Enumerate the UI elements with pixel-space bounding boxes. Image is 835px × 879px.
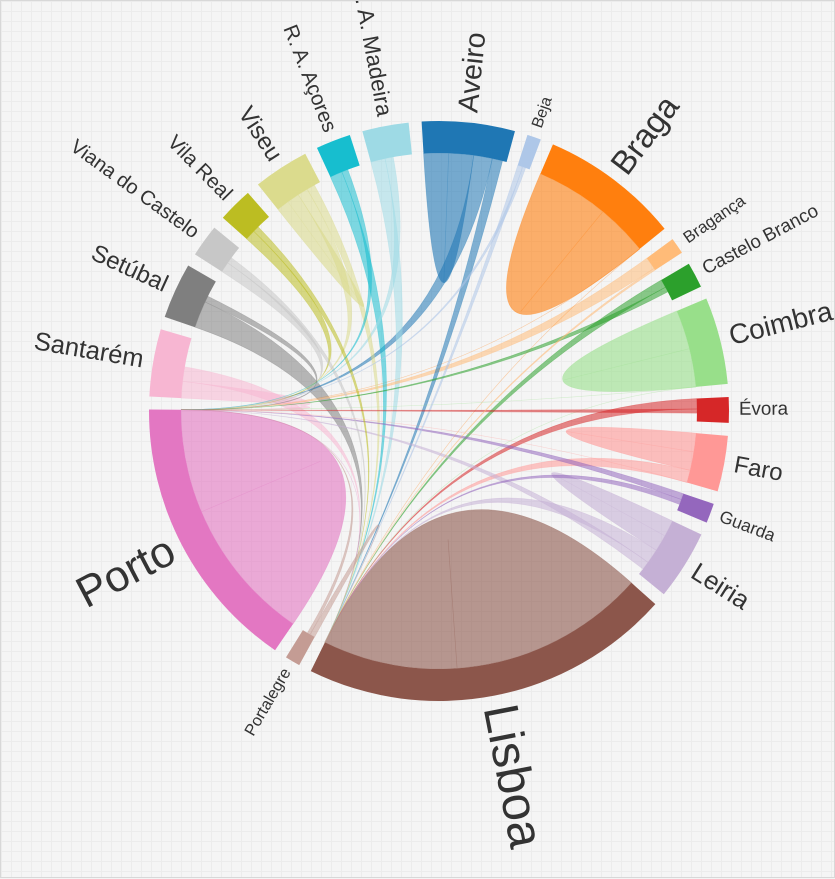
ribbon-porto-to-porto[interactable] xyxy=(180,409,346,625)
arc-braganca[interactable] xyxy=(646,239,682,271)
arc-faro[interactable] xyxy=(686,433,728,492)
ribbon-viana-do-castelo-to-lisboa[interactable] xyxy=(227,257,366,643)
ribbon-castelo-branco-to-porto[interactable] xyxy=(180,286,669,410)
ribbon-guarda-to-lisboa[interactable] xyxy=(324,474,682,643)
label-setubal: Setúbal xyxy=(87,239,172,297)
arc-vila-real[interactable] xyxy=(222,192,269,240)
label-portalegre: Portalegre xyxy=(241,665,294,739)
ribbon-setubal-to-lisboa[interactable] xyxy=(194,301,363,643)
label-coimbra: Coimbra xyxy=(726,295,835,351)
arc-lisboa[interactable] xyxy=(310,582,656,701)
arc-setubal[interactable] xyxy=(164,265,216,328)
arc-r-a-acores[interactable] xyxy=(316,135,360,177)
arc-evora[interactable] xyxy=(696,396,730,423)
arc-viana-do-castelo[interactable] xyxy=(194,227,240,272)
ribbon-r-a-acores-to-porto[interactable] xyxy=(180,169,372,410)
arcs-layer xyxy=(148,120,730,701)
arc-aveiro[interactable] xyxy=(421,120,515,163)
ribbon-braganca-to-lisboa[interactable] xyxy=(324,267,656,643)
label-aveiro: Aveiro xyxy=(452,31,492,114)
ribbon-beja-to-porto[interactable] xyxy=(180,166,527,410)
ribbon-portalegre-to-porto[interactable] xyxy=(180,409,354,635)
label-guarda: Guarda xyxy=(717,506,779,545)
arc-portalegre[interactable] xyxy=(285,630,315,666)
label-viseu: Viseu xyxy=(233,102,288,167)
ribbon-viseu-to-lisboa[interactable] xyxy=(306,184,380,643)
ribbon-coimbra-to-coimbra[interactable] xyxy=(562,310,697,392)
label-beja: Beja xyxy=(529,94,556,130)
ribbons-layer xyxy=(180,152,698,670)
label-porto: Porto xyxy=(69,527,184,618)
arc-viseu[interactable] xyxy=(257,153,320,210)
ribbon-braga-to-braga[interactable] xyxy=(506,173,641,315)
arc-r-a-madeira[interactable] xyxy=(362,122,412,163)
ribbon-lisboa-to-lisboa[interactable] xyxy=(324,509,632,670)
label-r-a-madeira: R. A. Madeira xyxy=(347,1,397,119)
ribbon-leiria-to-porto[interactable] xyxy=(180,409,649,570)
ribbon-aveiro-to-porto[interactable] xyxy=(180,155,493,410)
ribbon-evora-to-porto[interactable] xyxy=(180,408,698,414)
label-santarem: Santarém xyxy=(32,327,146,373)
ribbon-santarem-to-lisboa[interactable] xyxy=(182,366,361,643)
ribbon-aveiro-to-lisboa[interactable] xyxy=(324,158,503,643)
arc-beja[interactable] xyxy=(517,134,541,170)
arc-coimbra[interactable] xyxy=(676,298,728,387)
label-evora: Évora xyxy=(739,398,789,419)
ribbon-setubal-to-porto[interactable] xyxy=(180,295,318,410)
ribbon-portalegre-to-lisboa[interactable] xyxy=(309,524,380,643)
label-faro: Faro xyxy=(732,451,785,487)
label-braga: Braga xyxy=(604,88,687,181)
label-vila-real: Vila Real xyxy=(163,131,237,205)
ribbon-viseu-to-porto[interactable] xyxy=(180,188,353,410)
label-leiria: Leiria xyxy=(686,558,755,616)
arc-guarda[interactable] xyxy=(677,493,714,523)
ribbon-vila-real-to-lisboa[interactable] xyxy=(253,226,370,643)
arc-castelo-branco[interactable] xyxy=(661,263,701,301)
arc-santarem[interactable] xyxy=(149,329,192,399)
label-r-a-acores: R. A. Açores xyxy=(278,22,341,136)
label-lisboa: Lisboa xyxy=(473,700,554,853)
arc-leiria[interactable] xyxy=(639,520,702,595)
ribbon-faro-to-lisboa[interactable] xyxy=(324,458,691,643)
ribbon-r-a-madeira-to-porto[interactable] xyxy=(180,156,401,410)
arc-porto[interactable] xyxy=(148,409,294,651)
ribbon-guarda-to-porto[interactable] xyxy=(180,409,684,500)
ribbon-braganca-to-porto[interactable] xyxy=(180,257,655,410)
arc-braga[interactable] xyxy=(540,144,665,249)
